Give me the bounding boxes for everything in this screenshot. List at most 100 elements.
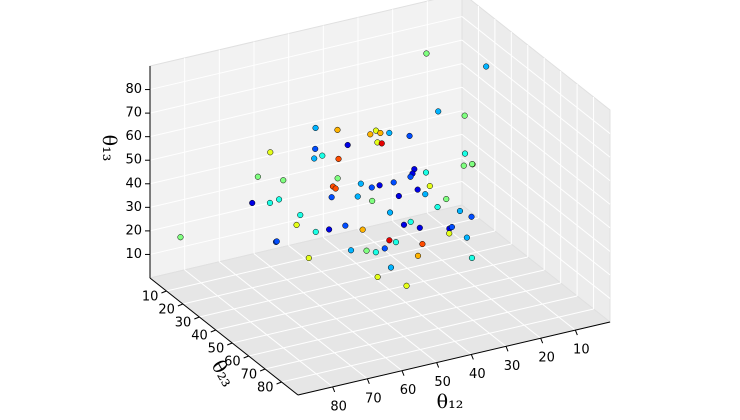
grid-line <box>149 157 463 232</box>
y-tick-label: 70 <box>241 368 258 383</box>
point <box>387 264 395 271</box>
point <box>403 282 410 289</box>
point <box>386 129 393 136</box>
point <box>443 196 450 203</box>
point <box>422 191 429 198</box>
point <box>463 234 470 241</box>
grid-line <box>149 110 463 185</box>
grid-line <box>149 86 463 161</box>
point <box>448 223 455 231</box>
x-tick-label: 70 <box>365 391 382 406</box>
point <box>377 129 384 137</box>
point <box>347 247 355 254</box>
point <box>414 252 422 259</box>
tick-mark <box>243 355 249 359</box>
tick-mark <box>505 346 509 352</box>
tick-mark <box>401 370 405 376</box>
y-tick-label: 10 <box>142 290 159 305</box>
tick-mark <box>276 381 282 385</box>
grid-line <box>149 133 463 208</box>
point <box>344 141 351 149</box>
point <box>386 209 394 216</box>
x-axis-label: θ₁₂ <box>437 391 464 413</box>
point <box>469 161 476 168</box>
point <box>267 149 274 156</box>
point <box>280 177 287 184</box>
point <box>426 183 433 190</box>
point <box>273 238 280 245</box>
point <box>312 124 319 131</box>
grid-line <box>461 181 611 299</box>
point <box>369 197 376 204</box>
point <box>359 226 366 233</box>
point <box>468 213 475 220</box>
grid-line <box>166 217 479 292</box>
z-axis-label: θ₁₃ <box>98 135 120 162</box>
grid-line <box>288 245 437 363</box>
x-tick-label: 80 <box>330 399 347 414</box>
point <box>334 175 341 182</box>
point <box>312 228 319 235</box>
point <box>446 230 453 237</box>
points <box>177 50 490 289</box>
y-tick-label: 30 <box>175 316 192 331</box>
y-tick-label: 50 <box>208 342 225 357</box>
z-tick-label: 80 <box>125 82 142 97</box>
grid-line <box>199 243 512 318</box>
grid-line <box>232 269 545 344</box>
point <box>416 224 423 231</box>
y-tick-label: 20 <box>158 303 175 318</box>
point <box>376 182 383 189</box>
grid-line <box>219 261 368 380</box>
point <box>177 234 184 241</box>
point <box>460 162 467 169</box>
z-tick-label: 70 <box>125 106 142 121</box>
point <box>372 249 379 256</box>
z-tick-label: 40 <box>125 176 142 191</box>
point <box>400 221 408 228</box>
point <box>461 112 468 119</box>
y-tick-label: 40 <box>191 329 208 344</box>
point <box>335 155 342 162</box>
tick-mark <box>470 354 474 360</box>
grid-line <box>149 16 463 91</box>
point <box>407 218 414 225</box>
grid-line <box>281 308 594 383</box>
tick-mark <box>574 329 578 336</box>
x-tick-label: 10 <box>573 343 590 358</box>
tick-mark <box>161 290 167 294</box>
tick-mark <box>436 362 440 368</box>
point <box>407 173 414 180</box>
grid-line <box>461 110 611 229</box>
tick-mark <box>177 303 184 307</box>
point <box>423 50 430 57</box>
tick-mark <box>194 316 200 320</box>
point <box>266 199 274 206</box>
x-tick-label: 40 <box>469 367 486 382</box>
grid-line <box>264 295 578 370</box>
z-tick-label: 30 <box>125 200 142 215</box>
point <box>390 179 397 186</box>
point <box>293 221 300 228</box>
point <box>357 180 364 187</box>
grid-line <box>392 220 541 339</box>
y-tick-label: 60 <box>224 355 241 370</box>
grid-line <box>149 180 463 255</box>
point <box>319 152 326 159</box>
tick-mark <box>366 378 370 384</box>
grid-line <box>461 63 611 182</box>
grid-line <box>184 269 333 388</box>
point <box>414 186 421 193</box>
point <box>374 273 381 281</box>
point <box>456 207 464 215</box>
point <box>328 194 335 201</box>
point <box>419 240 426 248</box>
x-tick-label: 30 <box>504 359 521 374</box>
point <box>311 155 318 162</box>
point <box>406 132 413 139</box>
point <box>354 193 361 200</box>
grid-line <box>253 253 403 372</box>
z-tick-label: 60 <box>125 129 142 144</box>
point <box>378 140 385 147</box>
